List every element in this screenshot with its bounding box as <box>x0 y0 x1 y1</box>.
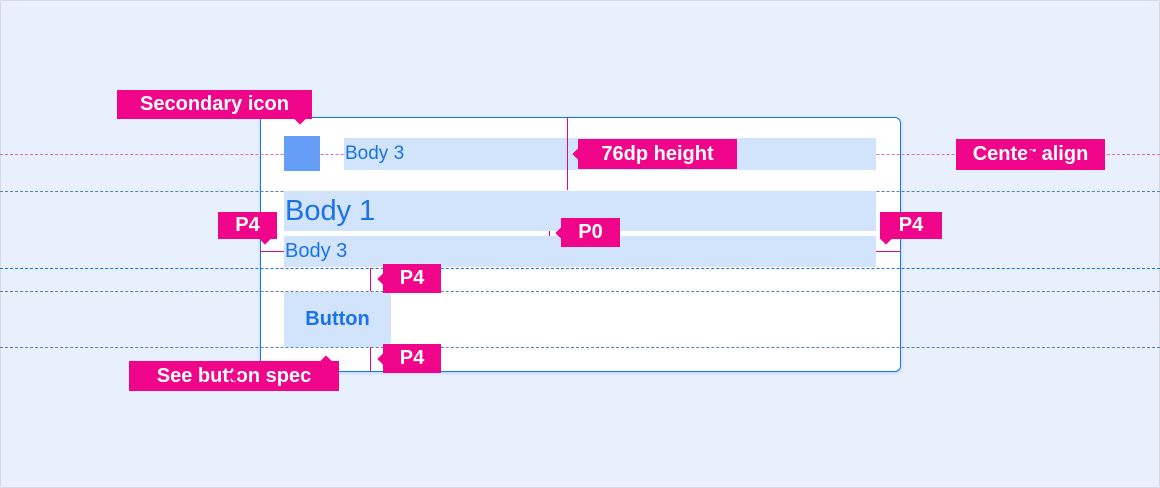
button-spec-label: See button spec <box>129 361 339 391</box>
padding-below-button-label: P4 <box>383 344 441 373</box>
zero-padding-label: P0 <box>561 218 620 247</box>
height-label: 76dp height <box>578 139 737 169</box>
padding-above-button-label: P4 <box>383 264 441 293</box>
left-padding-line <box>260 251 284 252</box>
center-align-label: Center align <box>956 139 1105 170</box>
guide-line <box>0 347 1160 348</box>
card-button[interactable]: Button <box>284 292 391 347</box>
secondary-icon <box>284 136 320 171</box>
padding-above-button-line <box>370 268 371 291</box>
padding-below-button-line <box>370 347 371 371</box>
height-measure-line <box>567 117 568 190</box>
right-padding-line <box>876 251 900 252</box>
guide-line <box>0 268 1160 269</box>
secondary-icon-label: Secondary icon <box>117 90 312 119</box>
left-padding-label: P4 <box>218 212 277 239</box>
right-padding-label: P4 <box>880 212 942 239</box>
guide-line <box>0 291 1160 292</box>
zero-padding-line <box>549 231 550 236</box>
